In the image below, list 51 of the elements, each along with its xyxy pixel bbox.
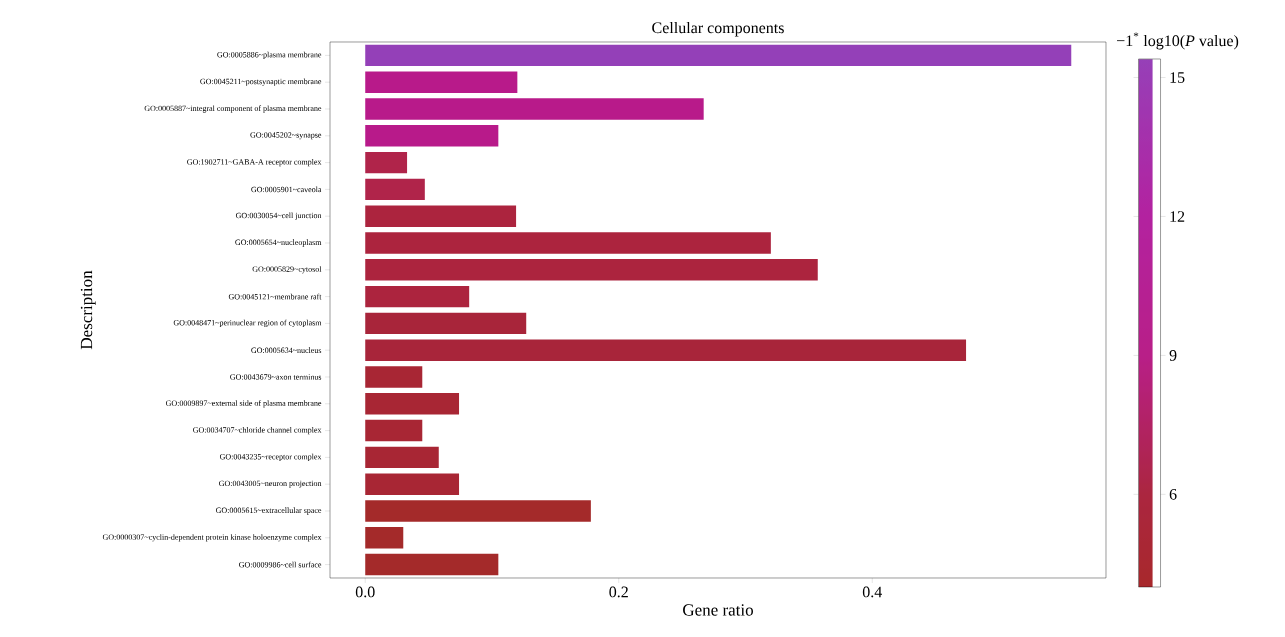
y-tick-label: GO:0005634~nucleus (251, 347, 322, 354)
y-tick-label: GO:0005615~extracellular space (215, 507, 322, 515)
y-tick-label: GO:0045211~postsynaptic membrane (200, 78, 322, 86)
y-tick-label: GO:0034707~chloride channel complex (193, 426, 322, 435)
y-tick-label: GO:0043235~receptor complex (219, 453, 322, 462)
color-bar-label: 9 (1169, 350, 1177, 361)
bar (365, 205, 517, 227)
bar (365, 446, 439, 469)
bar (365, 312, 527, 335)
color-bar-label: 6 (1169, 488, 1177, 500)
y-tick-label: GO:0045202~synapse (250, 132, 322, 140)
y-tick-label: GO:0000307~cyclin-dependent protein kinase holoenzyme complex (102, 534, 322, 542)
bar (365, 366, 423, 388)
color-bar-title: −1$^{*}$ log10(P value) (1117, 32, 1239, 50)
y-tick-label: GO:0009986~cell surface (239, 561, 322, 568)
chart-title: Cellular components (652, 21, 784, 37)
bar (365, 98, 704, 120)
color-bar-label: 15 (1170, 72, 1185, 83)
bar (365, 285, 470, 308)
y-tick-label: GO:0045121~membrane raft (228, 293, 322, 300)
x-tick-label: 0.0 (355, 586, 375, 598)
bar (365, 393, 460, 415)
y-tick-label: GO:0048471~perinuclear region of cytoplasm (173, 319, 322, 328)
bar (365, 500, 591, 522)
bar (365, 71, 518, 93)
bar (365, 178, 425, 201)
y-tick-label: GO:0030054~cell junction (235, 212, 322, 220)
y-tick-label: GO:1902711~GABA-A receptor complex (187, 158, 322, 167)
y-tick-label: GO:0005886~plasma membrane (217, 51, 322, 60)
y-tick-label: GO:0005887~integral component of plasma membrane (144, 105, 322, 113)
x-tick-label: 0.2 (609, 586, 628, 598)
y-tick-label: GO:0043005~neuron projection (219, 480, 322, 488)
bar (365, 259, 818, 281)
x-axis-title: Gene ratio (683, 604, 753, 616)
bar (365, 44, 1072, 67)
bar (365, 553, 499, 576)
bar (365, 473, 460, 495)
y-tick-label: GO:0005901~caveola (251, 186, 322, 193)
y-tick-label: GO:0005829~cytosol (252, 266, 322, 274)
bar (365, 232, 771, 254)
bar (365, 527, 404, 549)
y-tick-label: GO:0043679~axon terminus (230, 374, 322, 380)
bar (365, 151, 408, 174)
bar (365, 125, 499, 147)
color-bar-label: 12 (1170, 211, 1185, 222)
x-tick-label: 0.4 (862, 586, 883, 598)
y-tick-label: GO:0005654~nucleoplasm (235, 239, 322, 247)
bar (365, 339, 967, 361)
y-axis-title: Description (80, 270, 96, 350)
y-tick-label: GO:0009897~external side of plasma membrane (165, 400, 322, 408)
bar (365, 419, 423, 442)
